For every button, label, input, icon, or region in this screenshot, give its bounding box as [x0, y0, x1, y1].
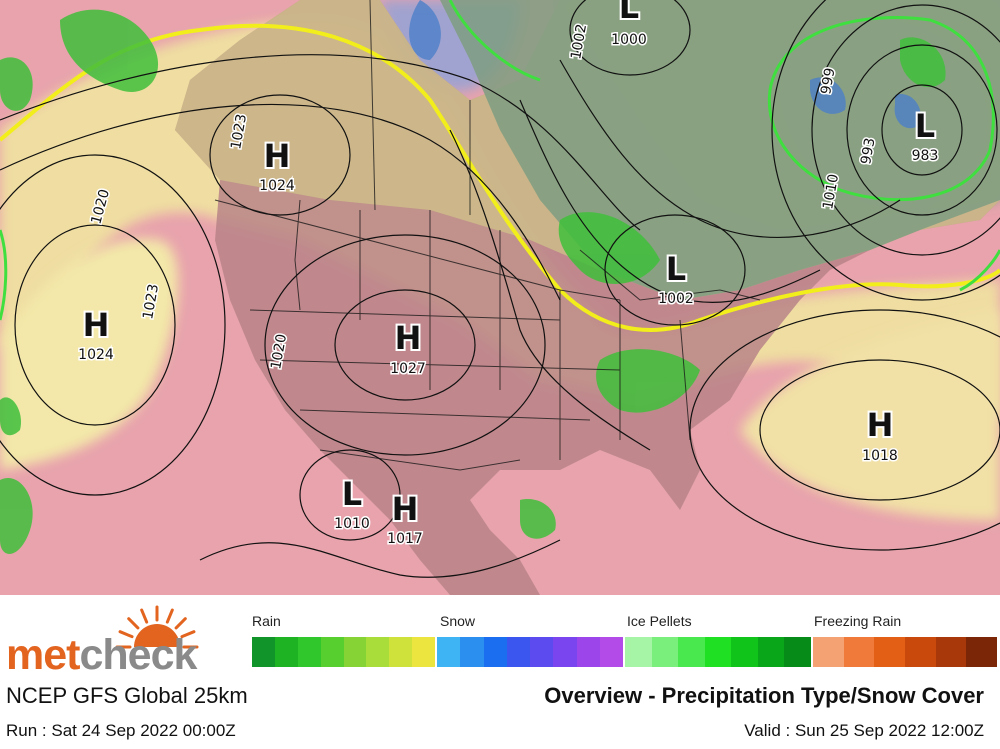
legend-swatch [506, 637, 530, 667]
legend-label-rain: Rain [252, 613, 281, 629]
legend-swatch [553, 637, 577, 667]
isobar-label: 993 [858, 137, 878, 166]
legend-scale-snow [437, 637, 623, 667]
legend-swatch [757, 637, 785, 667]
legend-swatch [813, 637, 844, 667]
run-time: Run : Sat 24 Sep 2022 00:00Z [6, 721, 236, 740]
pressure-center-value: 1010 [334, 516, 370, 532]
pressure-center-value: 1018 [862, 448, 898, 464]
legend-swatch [412, 637, 435, 667]
legend-swatch [274, 637, 298, 667]
isobar-label: 999 [818, 67, 838, 96]
legend-swatch [389, 637, 413, 667]
pressure-center: H 1017 [386, 488, 425, 549]
pacific-high-field [0, 238, 179, 470]
legend-swatch [576, 637, 600, 667]
pressure-center: H 1024 [77, 304, 116, 365]
legend-swatch [437, 637, 461, 667]
legend-swatch [784, 637, 812, 667]
boundaries [214, 0, 761, 471]
snow-patches [409, 0, 921, 129]
green-contour [448, 0, 541, 82]
snow-line [0, 23, 1000, 332]
valid-time: Valid : Sun 25 Sep 2022 12:00Z [744, 721, 984, 740]
labrador-green-contour [767, 16, 995, 202]
pressure-center: L 983 [910, 105, 940, 166]
logo-text-check: check [79, 631, 197, 679]
legend-swatch [530, 637, 554, 667]
pressure-center: H 1018 [861, 404, 900, 466]
pressure-center-value: 1024 [259, 178, 295, 194]
legend-swatch [651, 637, 679, 667]
legend-swatch [678, 637, 705, 667]
legend-scale-rain [252, 637, 435, 667]
model-name: NCEP GFS Global 25km [6, 683, 248, 708]
logo-text-met: met [6, 631, 80, 679]
pressure-center: H 1024 [258, 135, 297, 196]
legend-swatch [935, 637, 967, 667]
pressure-center-letter: H [395, 319, 422, 357]
legend-swatch [905, 637, 936, 667]
legend-swatch [252, 637, 275, 667]
atlantic-green-contour [959, 249, 1000, 292]
pressure-center-letter: L [915, 107, 935, 145]
legend-swatch [966, 637, 998, 667]
legend-swatch [343, 637, 367, 667]
pressure-center-letter: H [392, 490, 419, 528]
product-title: Overview - Precipitation Type/Snow Cover [544, 683, 984, 708]
pressure-center: L 1002 [657, 248, 696, 309]
isobars [0, 0, 1000, 578]
legend-swatch [874, 637, 906, 667]
legend-swatch [320, 637, 344, 667]
legend-label-snow: Snow [440, 613, 476, 629]
pressure-center-letter: H [264, 137, 291, 175]
pressure-center: L 1000 [610, 0, 649, 50]
legend-scale-freezing-rain [813, 637, 998, 667]
legend-swatch [297, 637, 321, 667]
map-canvas: 1020 1023 1023 1020 999 993 1002 1010 H … [0, 0, 1000, 595]
pressure-center-letter: L [666, 250, 686, 288]
legend-label-freezing-rain: Freezing Rain [814, 613, 902, 629]
weather-map: 1020 1023 1023 1020 999 993 1002 1010 H … [0, 0, 1000, 595]
pressure-center-value: 983 [912, 148, 939, 164]
legend-swatch [625, 637, 652, 667]
legend-label-ice-pellets: Ice Pellets [627, 613, 692, 629]
atlantic-high-field [740, 310, 1000, 520]
pressure-center-letter: H [867, 406, 894, 444]
pressure-center-letter: L [342, 475, 362, 513]
legend-swatch [366, 637, 390, 667]
sun-logo-icon [115, 605, 199, 649]
pressure-center: L 1010 [333, 473, 372, 534]
legend-swatch [460, 637, 484, 667]
metcheck-logo: metcheck [6, 631, 197, 680]
pressure-center-value: 1000 [611, 32, 647, 48]
pressure-center-value: 1017 [387, 531, 423, 547]
pressure-center-value: 1002 [658, 291, 694, 307]
legend-swatch [843, 637, 875, 667]
pacific-green-contour [0, 229, 8, 321]
legend-scale-ice-pellets [625, 637, 812, 667]
rain-patches [0, 9, 946, 554]
legend-swatch [599, 637, 623, 667]
legend-swatch [731, 637, 758, 667]
pressure-center-letter: L [619, 0, 639, 26]
pressure-center: H 1027 [389, 317, 428, 379]
map-footer: metcheck Rain Snow Ice Pellets Freezing … [0, 595, 1000, 749]
legend-swatch [483, 637, 507, 667]
pressure-center-value: 1027 [390, 361, 426, 377]
legend-swatch [704, 637, 732, 667]
pressure-center-value: 1024 [78, 347, 114, 363]
pressure-center-letter: H [83, 306, 110, 344]
